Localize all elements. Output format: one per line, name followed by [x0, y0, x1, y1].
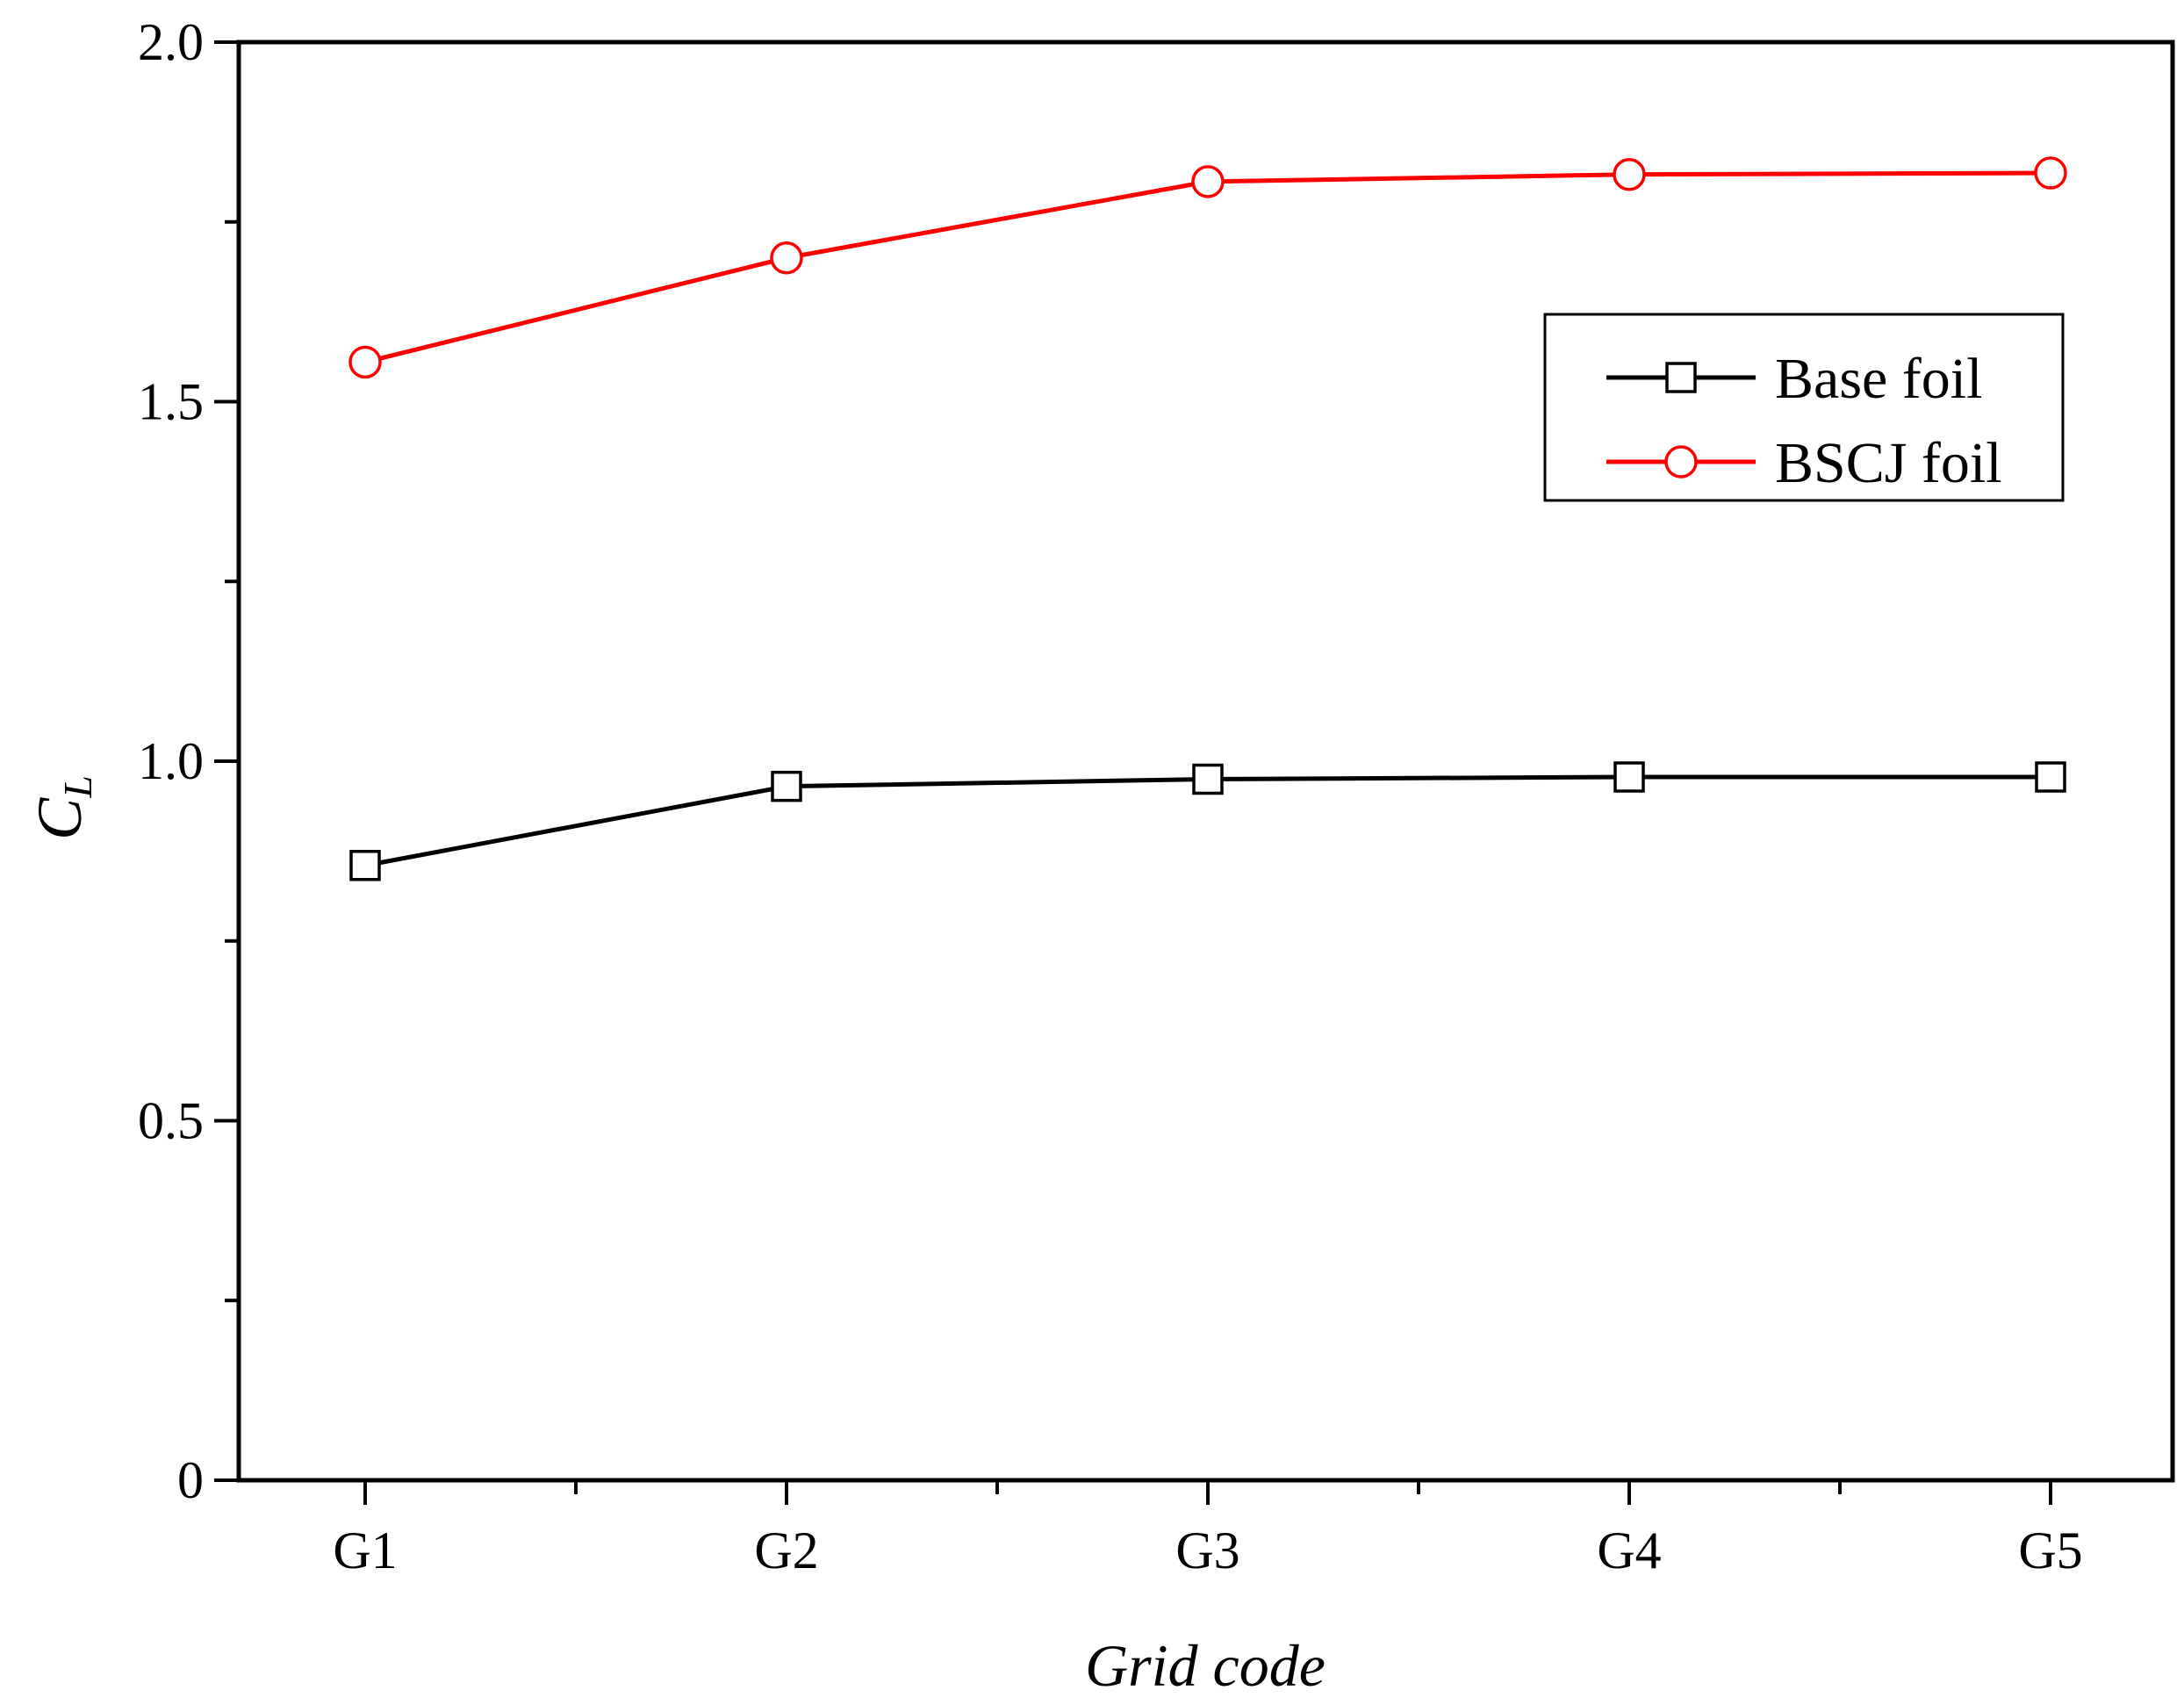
x-axis: G1 G2 G3 G4 G5 — [333, 1480, 2083, 1579]
plot-frame — [236, 40, 2175, 1483]
data-point-base — [2035, 761, 2066, 793]
data-point-bscj — [770, 241, 803, 275]
legend-label-bscj: BSCJ foil — [1775, 431, 2002, 495]
series-layer — [348, 156, 2067, 881]
y-tick-label: 2.0 — [138, 13, 204, 71]
x-axis-title: Grid code — [1085, 1632, 1325, 1699]
data-point-bscj — [1191, 165, 1225, 198]
data-point-bscj — [1613, 157, 1646, 191]
y-tick-label: 1.0 — [138, 732, 204, 790]
data-point-base — [1192, 763, 1224, 795]
y-axis: 0 0.5 1.0 1.5 2.0 — [138, 13, 239, 1509]
x-tick-label: G5 — [2018, 1522, 2082, 1579]
y-tick-label: 1.5 — [138, 373, 204, 431]
x-tick-label: G3 — [1175, 1522, 1239, 1579]
y-tick-label: 0 — [177, 1451, 204, 1509]
x-tick-label: G1 — [333, 1522, 397, 1579]
legend: Base foil BSCJ foil — [1543, 313, 2065, 502]
data-point-base — [771, 770, 802, 802]
y-axis-title-sub: L — [55, 775, 100, 799]
data-point-bscj — [2034, 156, 2067, 190]
data-point-base — [1613, 761, 1645, 793]
legend-marker-bscj — [1664, 445, 1698, 478]
y-axis-title: CL — [25, 775, 100, 840]
data-point-bscj — [348, 345, 382, 379]
legend-box — [1543, 313, 2065, 502]
legend-marker-base — [1665, 362, 1697, 393]
data-point-base — [349, 850, 381, 881]
x-tick-label: G4 — [1597, 1522, 1661, 1579]
y-tick-label: 0.5 — [138, 1092, 204, 1150]
y-axis-title-main: C — [25, 797, 95, 840]
x-tick-label: G2 — [754, 1522, 818, 1579]
legend-label-base: Base foil — [1775, 347, 1982, 411]
